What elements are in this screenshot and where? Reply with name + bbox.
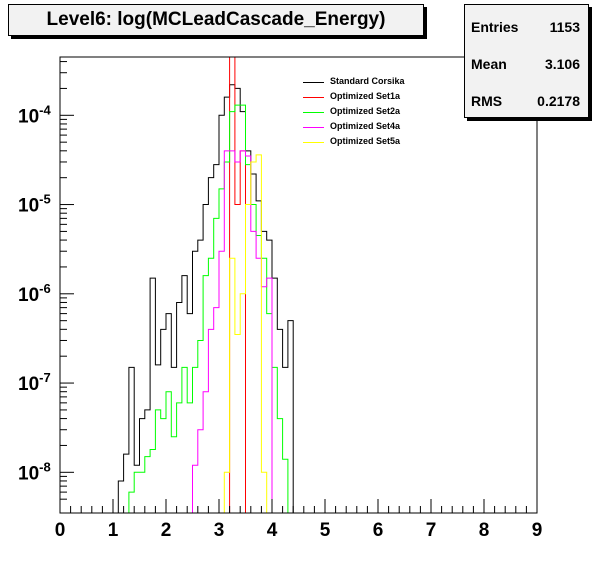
stats-box: Entries 1153 Mean 3.106 RMS 0.2178: [464, 4, 589, 118]
x-tick-label: 8: [479, 520, 490, 541]
legend-label: Optimized Set2a: [330, 106, 401, 116]
legend-label: Optimized Set4a: [330, 121, 401, 131]
stats-row-entries: Entries 1153: [471, 19, 580, 39]
stats-row-mean: Mean 3.106: [471, 56, 580, 76]
stats-key: Entries: [471, 19, 519, 35]
legend-swatch: [303, 127, 324, 128]
y-tick-label: 10-5: [18, 192, 51, 217]
legend-item: Optimized Set2a: [298, 105, 429, 120]
series-line-4: [60, 150, 537, 514]
x-tick-label: 2: [161, 520, 172, 541]
x-tick-label: 6: [373, 520, 384, 541]
legend-swatch: [303, 97, 324, 98]
y-tick-label: 10-8: [18, 459, 51, 484]
x-tick-label: 5: [320, 520, 331, 541]
legend-item: Optimized Set1a: [298, 90, 429, 105]
x-tick-label: 0: [55, 520, 66, 541]
legend-label: Optimized Set5a: [330, 136, 401, 146]
legend-item: Optimized Set5a: [298, 135, 429, 150]
x-tick-label: 7: [426, 520, 437, 541]
stats-value: 0.2178: [537, 93, 580, 109]
legend-label: Standard Corsika: [330, 76, 405, 86]
legend-swatch: [303, 142, 324, 143]
series-line-3: [60, 104, 537, 514]
legend-label: Optimized Set1a: [330, 91, 401, 101]
y-tick-label: 10-7: [18, 370, 51, 395]
x-tick-label: 3: [214, 520, 225, 541]
legend-item: Standard Corsika: [298, 75, 429, 90]
legend-item: Optimized Set4a: [298, 120, 429, 135]
legend: Standard Corsika Optimized Set1a Optimiz…: [297, 73, 430, 155]
series-line-5: [60, 154, 537, 514]
stats-key: Mean: [471, 56, 507, 72]
y-tick-label: 10-4: [18, 102, 51, 127]
stats-row-rms: RMS 0.2178: [471, 93, 580, 113]
x-tick-label: 1: [108, 520, 119, 541]
legend-swatch: [303, 112, 324, 113]
stats-value: 1153: [549, 19, 580, 35]
y-tick-label: 10-6: [18, 281, 51, 306]
title-box: Level6: log(MCLeadCascade_Energy): [8, 4, 424, 36]
chart-title: Level6: log(MCLeadCascade_Energy): [46, 9, 386, 30]
x-tick-label: 9: [532, 520, 543, 541]
legend-swatch: [303, 82, 324, 83]
plot-frame: [59, 56, 538, 514]
x-tick-label: 4: [267, 520, 278, 541]
stats-key: RMS: [471, 93, 503, 109]
stats-value: 3.106: [544, 56, 580, 72]
